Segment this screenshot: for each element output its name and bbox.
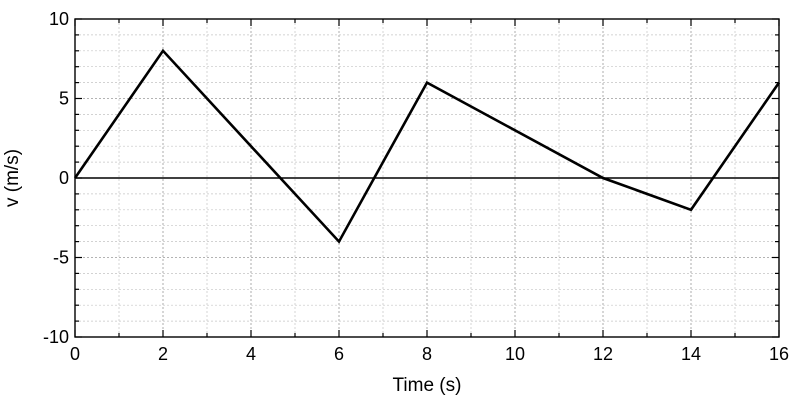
x-tick-label: 14	[681, 344, 701, 364]
y-tick-label: 5	[59, 89, 69, 109]
x-tick-label: 8	[422, 344, 432, 364]
y-tick-label: 0	[59, 168, 69, 188]
x-tick-label: 6	[334, 344, 344, 364]
y-tick-label: -10	[43, 327, 69, 347]
x-tick-labels: 0 2 4 6 8 10 12 14 16	[70, 344, 789, 364]
y-tick-label: 10	[49, 9, 69, 29]
series-group	[73, 48, 781, 244]
x-tick-label: 10	[505, 344, 525, 364]
x-tick-label: 4	[246, 344, 256, 364]
grid	[75, 19, 779, 337]
y-tick-labels: -10 -5 0 5 10	[43, 9, 69, 347]
series-line-1	[73, 48, 781, 244]
x-tick-label: 16	[769, 344, 789, 364]
x-tick-label: 12	[593, 344, 613, 364]
x-tick-label: 0	[70, 344, 80, 364]
y-axis-title: v (m/s)	[2, 149, 23, 207]
y-tick-label: -5	[53, 248, 69, 268]
tick-marks	[74, 18, 780, 338]
x-axis-title: Time (s)	[393, 375, 462, 396]
x-tick-label: 2	[158, 344, 168, 364]
